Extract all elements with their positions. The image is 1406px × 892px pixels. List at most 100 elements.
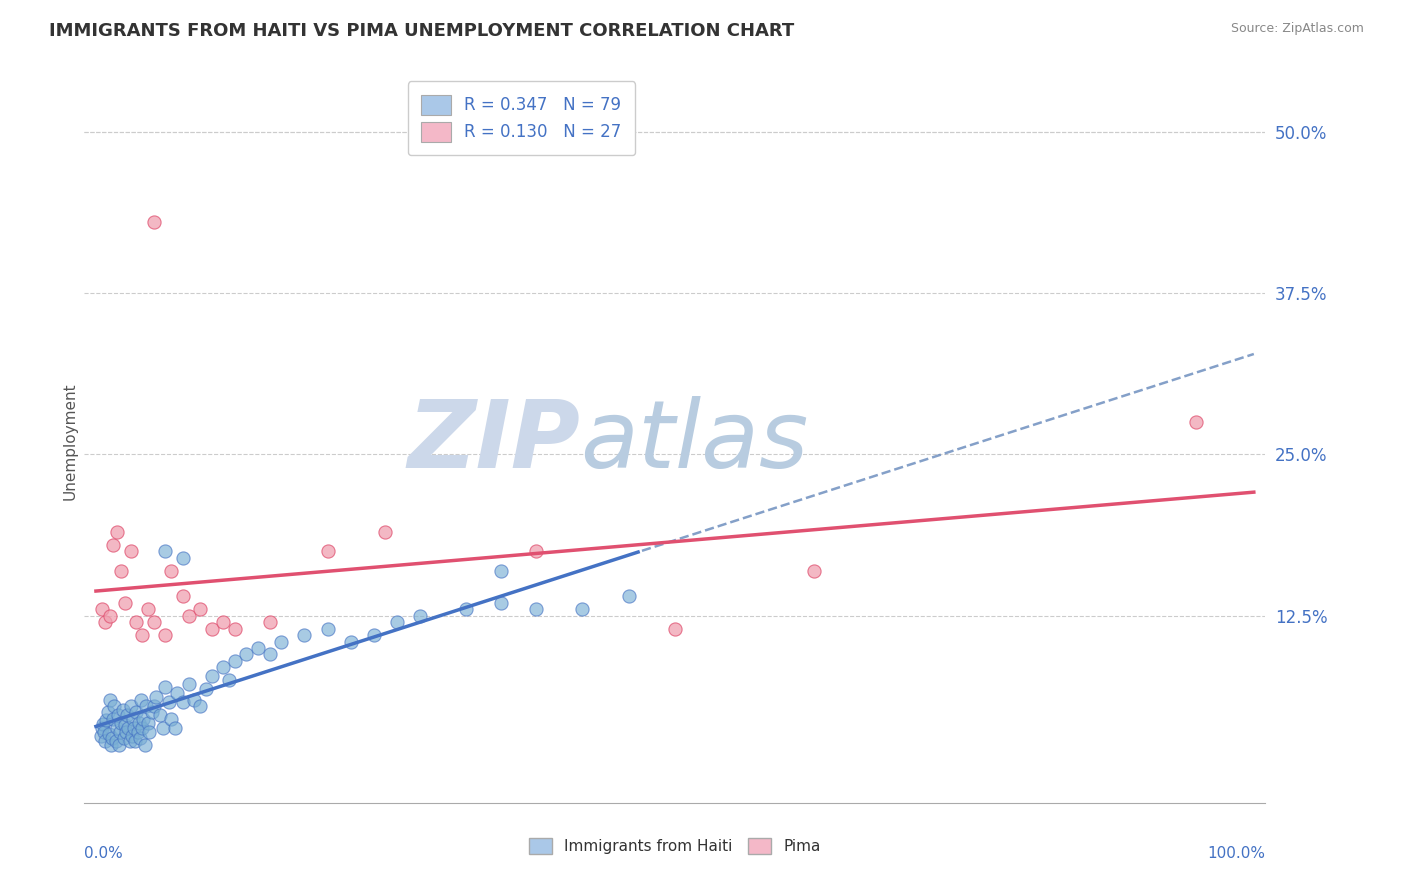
Point [224, 654, 246, 668]
Text: 0.0%: 0.0% [84, 847, 124, 861]
Point [160, 712, 183, 726]
Point [105, 721, 128, 735]
Point [339, 634, 361, 648]
Point [122, 712, 145, 726]
Text: atlas: atlas [581, 396, 808, 487]
Point [141, 706, 163, 720]
Point [117, 721, 139, 735]
Point [524, 602, 547, 616]
Point [172, 590, 194, 604]
Point [157, 695, 180, 709]
Point [127, 724, 149, 739]
Point [409, 608, 432, 623]
Point [122, 721, 145, 735]
Point [259, 615, 281, 630]
Point [212, 615, 235, 630]
Point [163, 721, 186, 735]
Point [129, 692, 152, 706]
Point [110, 724, 132, 739]
Point [110, 715, 132, 730]
Point [374, 524, 396, 539]
Point [134, 738, 156, 752]
Point [201, 622, 224, 636]
Point [1185, 415, 1208, 429]
Point [188, 699, 211, 714]
Point [235, 648, 257, 662]
Point [149, 708, 172, 723]
Point [571, 602, 593, 616]
Point [292, 628, 315, 642]
Point [120, 699, 142, 714]
Point [90, 721, 112, 735]
Point [177, 608, 200, 623]
Point [94, 734, 117, 748]
Point [247, 640, 270, 655]
Point [664, 622, 686, 636]
Text: 100.0%: 100.0% [1208, 847, 1265, 861]
Point [129, 731, 152, 746]
Point [110, 564, 132, 578]
Point [224, 622, 246, 636]
Text: Source: ZipAtlas.com: Source: ZipAtlas.com [1230, 22, 1364, 36]
Point [172, 695, 194, 709]
Text: IMMIGRANTS FROM HAITI VS PIMA UNEMPLOYMENT CORRELATION CHART: IMMIGRANTS FROM HAITI VS PIMA UNEMPLOYME… [49, 22, 794, 40]
Point [125, 615, 148, 630]
Point [120, 544, 142, 558]
Point [103, 712, 125, 726]
Point [142, 699, 165, 714]
Point [107, 708, 129, 723]
Point [145, 690, 167, 704]
Point [101, 731, 124, 746]
Point [90, 729, 112, 743]
Point [108, 738, 131, 752]
Point [617, 590, 640, 604]
Point [91, 717, 114, 731]
Point [160, 564, 183, 578]
Point [363, 628, 385, 642]
Point [259, 648, 281, 662]
Point [194, 682, 217, 697]
Point [111, 703, 134, 717]
Point [114, 718, 136, 732]
Point [103, 538, 125, 552]
Point [100, 738, 122, 752]
Point [142, 215, 165, 229]
Point [103, 699, 125, 714]
Point [132, 712, 155, 726]
Point [98, 608, 121, 623]
Point [93, 724, 115, 739]
Point [218, 673, 240, 688]
Point [115, 708, 138, 723]
Legend: Immigrants from Haiti, Pima: Immigrants from Haiti, Pima [523, 832, 827, 860]
Point [90, 602, 112, 616]
Point [135, 699, 157, 714]
Point [803, 564, 825, 578]
Point [183, 692, 205, 706]
Point [188, 602, 211, 616]
Point [125, 706, 148, 720]
Point [136, 715, 159, 730]
Point [131, 628, 153, 642]
Point [104, 734, 127, 748]
Point [155, 544, 177, 558]
Y-axis label: Unemployment: Unemployment [62, 383, 77, 500]
Point [96, 706, 118, 720]
Point [112, 731, 135, 746]
Point [489, 596, 512, 610]
Point [201, 669, 224, 683]
Point [489, 564, 512, 578]
Point [212, 660, 235, 674]
Point [96, 713, 118, 727]
Point [177, 677, 200, 691]
Point [94, 615, 117, 630]
Point [136, 602, 159, 616]
Point [316, 544, 339, 558]
Point [124, 734, 146, 748]
Point [121, 729, 143, 743]
Point [98, 692, 121, 706]
Text: ZIP: ZIP [408, 395, 581, 488]
Point [105, 524, 128, 539]
Point [114, 596, 136, 610]
Point [385, 615, 408, 630]
Point [456, 602, 478, 616]
